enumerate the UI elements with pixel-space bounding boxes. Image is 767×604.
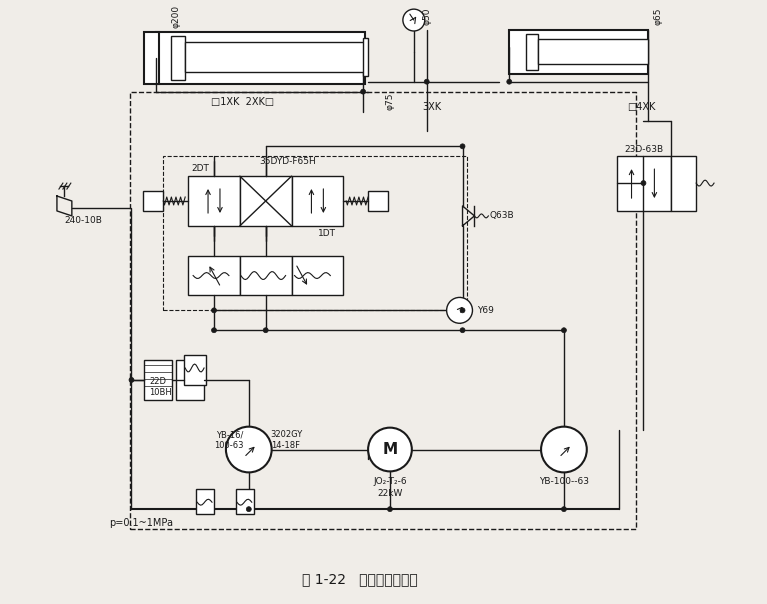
Text: p=0.1~1MPa: p=0.1~1MPa	[110, 518, 173, 528]
Bar	[156, 32, 365, 84]
Text: □4XK: □4XK	[627, 101, 656, 112]
Bar	[184, 355, 206, 385]
Text: φ75: φ75	[386, 93, 394, 111]
Bar	[176, 360, 204, 400]
Circle shape	[641, 181, 646, 185]
Text: φ50: φ50	[423, 7, 431, 25]
Bar	[196, 489, 214, 514]
Bar	[368, 191, 388, 211]
Bar	[185, 42, 364, 72]
Circle shape	[387, 507, 393, 512]
Bar	[188, 176, 240, 226]
Bar	[188, 255, 240, 295]
Text: 图 1-22   改进后的油路图: 图 1-22 改进后的油路图	[302, 572, 418, 586]
Text: YB-100--63: YB-100--63	[539, 477, 589, 486]
Bar	[509, 30, 648, 74]
Text: 14-18F: 14-18F	[271, 441, 300, 450]
Bar	[363, 38, 368, 76]
Circle shape	[541, 426, 587, 472]
Text: 22kW: 22kW	[377, 489, 403, 498]
Circle shape	[460, 308, 465, 313]
Text: 1DT: 1DT	[318, 230, 337, 239]
Text: 240-10B: 240-10B	[65, 216, 103, 225]
Bar	[240, 176, 291, 226]
Circle shape	[507, 79, 512, 84]
Circle shape	[360, 89, 366, 94]
Bar	[236, 489, 254, 514]
Text: 3202GY: 3202GY	[271, 430, 303, 439]
Text: 100-63: 100-63	[214, 441, 243, 450]
Bar	[171, 36, 185, 80]
Text: Y69: Y69	[477, 306, 494, 315]
Circle shape	[561, 328, 566, 333]
Circle shape	[561, 507, 566, 512]
Text: 10BH: 10BH	[150, 388, 172, 397]
Text: □1XK  2XK□: □1XK 2XK□	[211, 97, 275, 106]
Bar	[144, 360, 173, 400]
Text: φ65: φ65	[654, 7, 663, 25]
Text: 35DYD-F65H: 35DYD-F65H	[259, 156, 316, 165]
Text: M: M	[383, 442, 397, 457]
Circle shape	[212, 328, 216, 333]
Bar	[617, 156, 671, 211]
Circle shape	[212, 308, 216, 313]
Bar	[538, 39, 648, 64]
Bar	[143, 191, 163, 211]
Text: 23D-63B: 23D-63B	[624, 145, 663, 154]
Circle shape	[226, 426, 272, 472]
Bar	[291, 176, 344, 226]
Text: φ200: φ200	[172, 4, 181, 28]
Circle shape	[446, 297, 472, 323]
Circle shape	[129, 378, 134, 382]
Text: JO₂-T₂-6: JO₂-T₂-6	[374, 477, 407, 486]
Text: 3XK: 3XK	[422, 101, 441, 112]
Bar	[671, 156, 696, 211]
Bar	[144, 32, 160, 84]
Bar	[526, 34, 538, 70]
Circle shape	[368, 428, 412, 471]
Bar	[130, 92, 637, 529]
Circle shape	[403, 9, 425, 31]
Circle shape	[263, 328, 268, 333]
Bar	[291, 255, 344, 295]
Text: 2DT: 2DT	[191, 164, 209, 173]
Bar	[163, 156, 466, 310]
Circle shape	[246, 507, 252, 512]
Circle shape	[460, 144, 465, 149]
Text: Q63B: Q63B	[489, 211, 514, 220]
Circle shape	[460, 328, 465, 333]
Text: YB-16/: YB-16/	[216, 430, 243, 439]
Bar	[240, 255, 291, 295]
Text: 22D: 22D	[150, 378, 166, 387]
Circle shape	[424, 79, 430, 84]
